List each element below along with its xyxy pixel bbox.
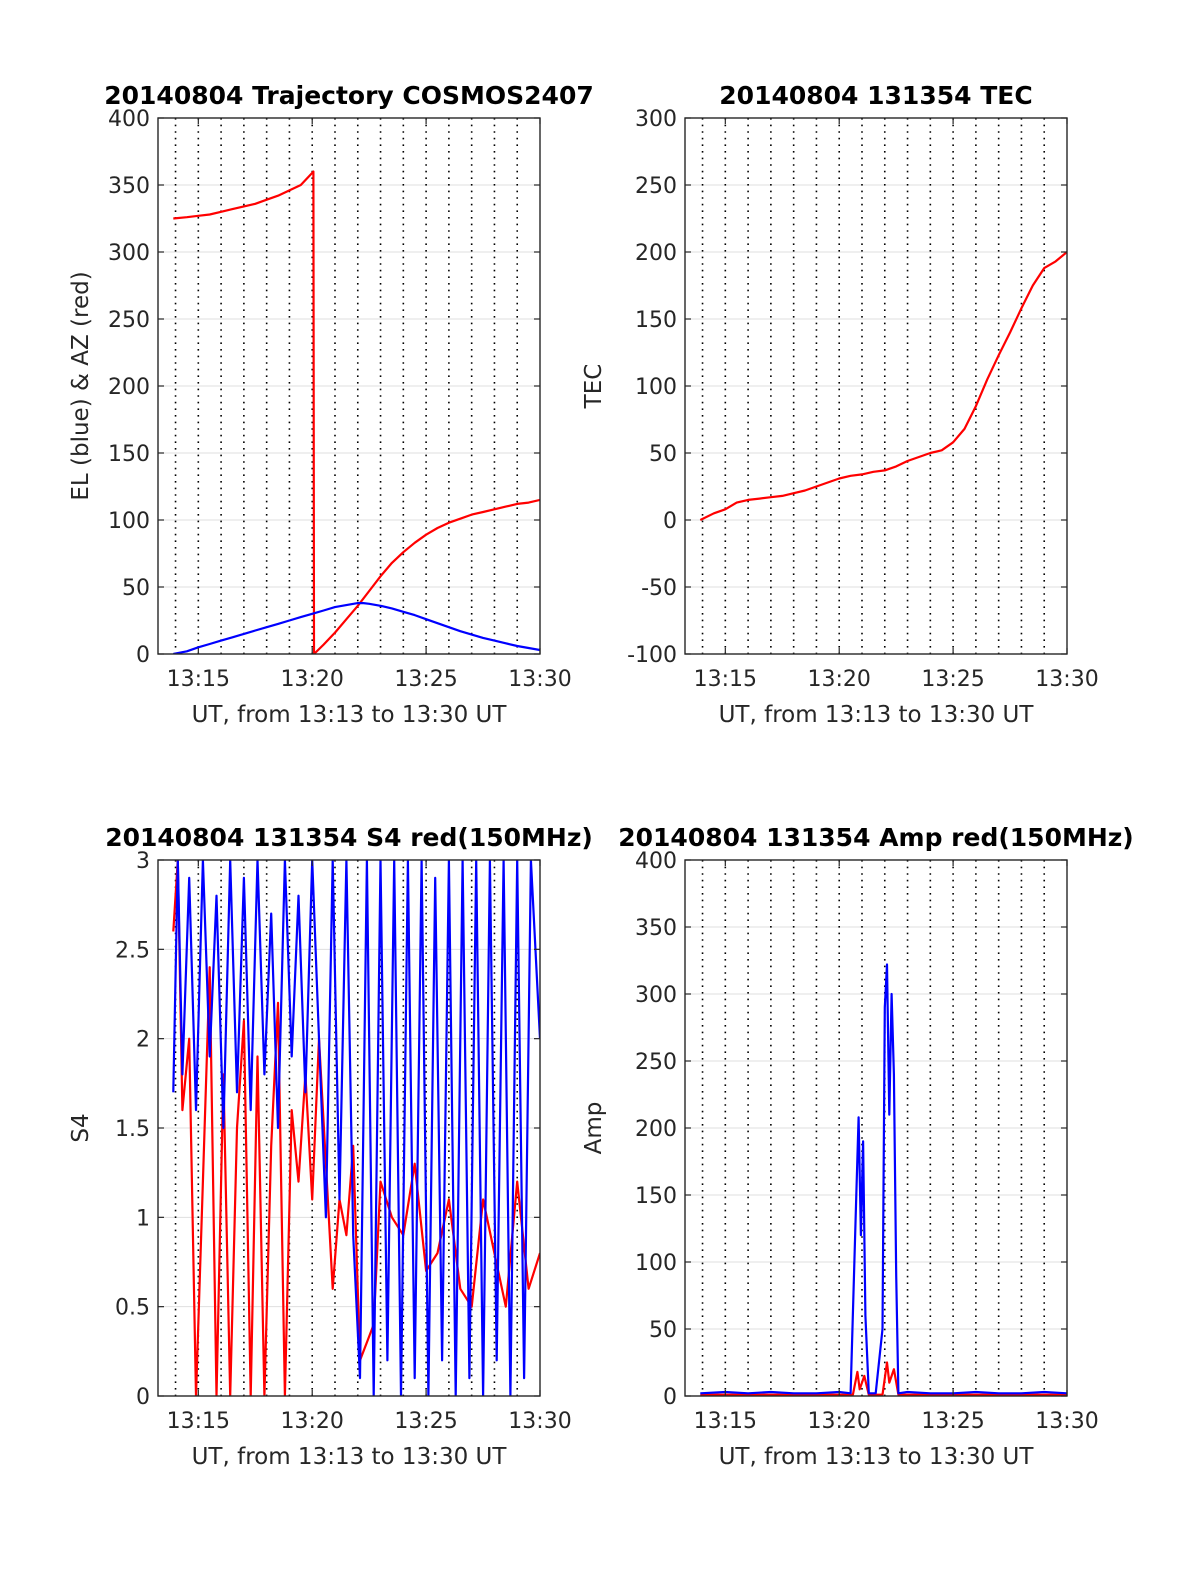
y-tick-label: 2.5	[115, 938, 150, 963]
series-line-1	[699, 251, 1067, 521]
y-tick-label: 300	[635, 983, 677, 1008]
x-tick-label: 13:15	[167, 667, 230, 692]
y-tick-label: 200	[635, 241, 677, 266]
x-tick-label: 13:30	[508, 667, 571, 692]
y-tick-label: 0	[663, 1385, 677, 1410]
y-axis-label: EL (blue) & AZ (red)	[68, 271, 94, 500]
y-tick-label: 300	[108, 241, 150, 266]
x-tick-label: 13:20	[808, 667, 871, 692]
y-axis-label: TEC	[581, 364, 607, 410]
y-tick-label: 150	[635, 1184, 677, 1209]
y-tick-label: 100	[635, 1251, 677, 1276]
y-tick-label: 0	[136, 1385, 150, 1410]
x-tick-label: 13:15	[694, 667, 757, 692]
y-tick-label: 400	[635, 849, 677, 874]
y-tick-label: -50	[641, 576, 677, 601]
y-tick-label: 200	[635, 1117, 677, 1142]
y-tick-label: 50	[122, 576, 150, 601]
y-tick-label: 150	[108, 442, 150, 467]
x-tick-label: 13:15	[694, 1409, 757, 1434]
series-line-2	[173, 602, 540, 654]
chart-title: 20140804 131354 TEC	[719, 81, 1032, 110]
y-tick-label: 0	[136, 643, 150, 668]
chart-title: 20140804 131354 Amp red(150MHz)	[618, 823, 1134, 852]
y-tick-label: 250	[635, 174, 677, 199]
x-tick-label: 13:20	[281, 667, 344, 692]
y-tick-label: 100	[635, 375, 677, 400]
y-tick-label: 0.5	[115, 1296, 150, 1321]
series-line-2	[172, 860, 540, 1396]
y-axis-label: Amp	[581, 1102, 607, 1155]
x-tick-label: 13:20	[281, 1409, 344, 1434]
y-tick-label: 1	[136, 1206, 150, 1231]
y-tick-label: 300	[635, 107, 677, 132]
y-tick-label: -100	[627, 643, 677, 668]
x-tick-label: 13:25	[394, 667, 457, 692]
x-tick-label: 13:30	[1035, 667, 1098, 692]
y-tick-label: 50	[649, 442, 677, 467]
y-tick-label: 250	[635, 1050, 677, 1075]
chart-panel-1: 0 50 100 150 200 250 300 350 400 13:15 13:20 13:25 1…	[68, 81, 594, 728]
series-line-1	[173, 170, 540, 654]
x-tick-label: 13:30	[1035, 1409, 1098, 1434]
chart-panel-4: 0 50 100 150 200 250 300 350 400 13:15 13:20 13:25 1…	[581, 823, 1134, 1470]
y-tick-label: 1.5	[115, 1117, 150, 1142]
x-tick-label: 13:25	[921, 1409, 984, 1434]
y-tick-label: 100	[108, 509, 150, 534]
x-tick-label: 13:25	[394, 1409, 457, 1434]
y-tick-label: 3	[136, 849, 150, 874]
y-tick-label: 200	[108, 375, 150, 400]
y-tick-label: 150	[635, 308, 677, 333]
x-axis-label: UT, from 13:13 to 13:30 UT	[192, 702, 508, 728]
y-tick-label: 2	[136, 1028, 150, 1053]
x-tick-label: 13:25	[921, 667, 984, 692]
y-axis-label: S4	[68, 1113, 94, 1142]
y-tick-label: 250	[108, 308, 150, 333]
chart-title: 20140804 Trajectory COSMOS2407	[104, 81, 594, 110]
x-tick-label: 13:20	[808, 1409, 871, 1434]
y-tick-label: 0	[663, 509, 677, 534]
x-axis-label: UT, from 13:13 to 13:30 UT	[719, 702, 1035, 728]
y-tick-label: 350	[635, 916, 677, 941]
chart-title: 20140804 131354 S4 red(150MHz)	[105, 823, 593, 852]
x-axis-label: UT, from 13:13 to 13:30 UT	[719, 1444, 1035, 1470]
y-tick-label: 350	[108, 174, 150, 199]
y-tick-label: 400	[108, 107, 150, 132]
series-line-1	[700, 1361, 1067, 1396]
chart-panel-3: 0 0.5 1 1.5 2 2.5 3 13:15 13:20 13:25 13:30 2014080…	[68, 823, 593, 1470]
chart-panel-2: -100 -50 0 50 100 150 200 250 300 13:15 13:20 13:25…	[581, 81, 1099, 728]
x-axis-label: UT, from 13:13 to 13:30 UT	[192, 1444, 508, 1470]
x-tick-label: 13:30	[508, 1409, 571, 1434]
x-tick-label: 13:15	[167, 1409, 230, 1434]
y-tick-label: 50	[649, 1318, 677, 1343]
